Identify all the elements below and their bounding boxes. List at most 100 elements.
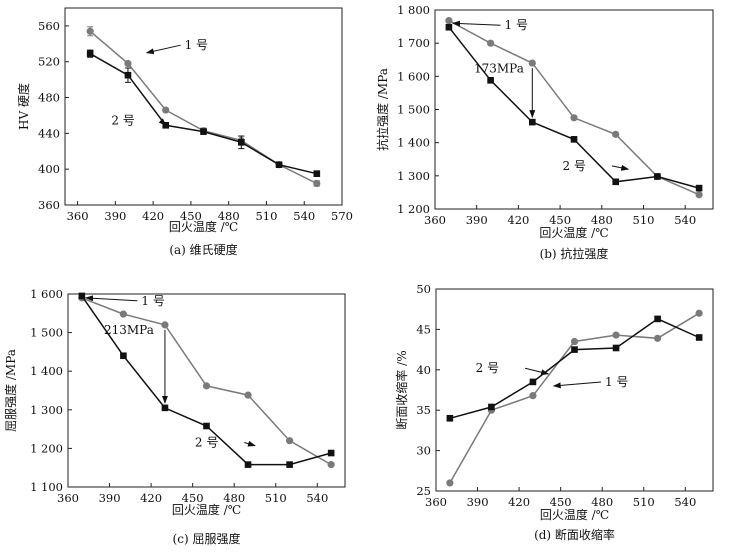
series-label: 1 号 bbox=[185, 38, 208, 52]
data-point-circle bbox=[529, 392, 537, 400]
data-point-square bbox=[570, 136, 578, 143]
data-point-square bbox=[124, 71, 132, 79]
data-point-square bbox=[612, 178, 619, 186]
x-tick-label: 510 bbox=[265, 491, 287, 505]
series-label: 2 号 bbox=[195, 435, 218, 449]
series-label: 1 号 bbox=[505, 18, 528, 32]
data-point-circle bbox=[86, 27, 94, 35]
series-arrow bbox=[452, 20, 501, 27]
x-axis-label: 回火温度 /℃ bbox=[169, 219, 238, 234]
data-point-square bbox=[695, 334, 703, 341]
x-tick-label: 390 bbox=[99, 491, 121, 505]
data-point-circle bbox=[446, 479, 454, 487]
y-tick-label: 40 bbox=[416, 363, 431, 377]
data-point-square bbox=[488, 403, 495, 411]
data-point-square bbox=[529, 118, 536, 126]
data-point-square bbox=[571, 346, 578, 353]
series-arrow bbox=[552, 381, 602, 389]
data-point-circle bbox=[327, 461, 335, 469]
x-tick-label: 570 bbox=[331, 209, 353, 223]
data-point-square bbox=[78, 292, 86, 300]
data-point-circle bbox=[654, 334, 662, 342]
data-point-square bbox=[86, 50, 94, 57]
y-tick-label: 50 bbox=[416, 282, 431, 296]
x-tick-label: 450 bbox=[182, 491, 204, 505]
x-tick-label: 540 bbox=[674, 495, 696, 509]
data-point-circle bbox=[528, 59, 536, 67]
x-axis-label: 回火温度 /℃ bbox=[540, 507, 609, 522]
series-arrow bbox=[524, 367, 550, 376]
data-point-square bbox=[161, 404, 169, 412]
difference-label: 173MPa bbox=[474, 61, 524, 75]
x-tick-label: 390 bbox=[466, 213, 488, 227]
y-axis-label: 屈服强度 /MPa bbox=[3, 349, 18, 432]
data-point-square bbox=[654, 315, 661, 323]
data-point-circle bbox=[124, 59, 132, 68]
y-tick-label: 45 bbox=[416, 322, 431, 336]
y-tick-label: 1 600 bbox=[397, 69, 430, 83]
data-point-circle bbox=[695, 191, 703, 199]
series-label: 1 号 bbox=[605, 375, 628, 389]
y-tick-label: 1 400 bbox=[397, 136, 430, 150]
y-tick-label: 560 bbox=[38, 19, 60, 33]
y-tick-label: 1 200 bbox=[30, 441, 63, 455]
y-tick-label: 1 100 bbox=[30, 480, 63, 494]
panel-a-hardness-chart: 360 390 420 450 480 510 540 570 360 400 440 480 520 5… bbox=[16, 7, 353, 257]
data-point-square bbox=[445, 23, 453, 31]
y-tick-label: 1 500 bbox=[397, 103, 430, 117]
x-tick-label: 360 bbox=[57, 491, 79, 505]
plot-frame bbox=[64, 7, 343, 206]
x-tick-label: 360 bbox=[67, 209, 89, 223]
series-arrow bbox=[611, 164, 630, 171]
data-point-square bbox=[487, 77, 494, 84]
x-axis-label: 回火温度 /℃ bbox=[172, 502, 241, 517]
x-tick-label: 390 bbox=[467, 495, 489, 509]
data-point-circle bbox=[286, 437, 294, 445]
panel-b-tensile-chart: 360 390 420 450 480 510 540 1 200 1 300 1 400 1 50… bbox=[375, 3, 714, 261]
x-tick-label: 450 bbox=[549, 213, 571, 227]
data-point-square bbox=[313, 170, 321, 177]
y-tick-label: 440 bbox=[38, 126, 60, 140]
data-point-square bbox=[446, 414, 454, 422]
data-point-circle bbox=[119, 310, 127, 318]
x-tick-label: 420 bbox=[140, 491, 162, 505]
y-tick-label: 1 200 bbox=[397, 202, 430, 216]
x-axis-label: 回火温度 /℃ bbox=[539, 225, 608, 240]
data-point-circle bbox=[244, 391, 252, 399]
data-point-circle bbox=[570, 114, 578, 122]
data-point-circle bbox=[695, 309, 703, 317]
figure-caption: (c) 屈服强度 bbox=[173, 531, 241, 546]
x-tick-label: 480 bbox=[591, 495, 613, 509]
series-arrow bbox=[244, 440, 256, 447]
data-point-square bbox=[244, 461, 252, 468]
y-tick-label: 1 700 bbox=[397, 36, 430, 50]
data-point-circle bbox=[445, 17, 453, 25]
y-tick-label: 400 bbox=[38, 162, 60, 176]
panel-d-reduction-chart: 360 390 420 450 480 510 540 25 30 35 40 45 50 回火温度 /℃… bbox=[394, 282, 714, 542]
data-point-circle bbox=[162, 106, 170, 114]
series-line-1 bbox=[89, 30, 318, 185]
data-point-square bbox=[237, 139, 245, 146]
y-tick-label: 1 500 bbox=[30, 326, 63, 340]
y-axis-label: 抗拉强度 /MPa bbox=[375, 68, 390, 151]
series-label: 2 号 bbox=[476, 361, 499, 375]
x-tick-label: 450 bbox=[550, 495, 572, 509]
y-tick-label: 520 bbox=[38, 55, 60, 69]
x-tick-label: 510 bbox=[633, 495, 655, 509]
x-tick-label: 480 bbox=[218, 209, 240, 223]
x-tick-label: 540 bbox=[674, 213, 696, 227]
x-tick-label: 360 bbox=[424, 213, 446, 227]
data-point-circle bbox=[612, 331, 620, 339]
y-tick-label: 35 bbox=[416, 403, 431, 417]
y-axis-label: 断面收缩率 /% bbox=[394, 350, 409, 429]
data-point-circle bbox=[313, 179, 321, 188]
y-tick-label: 30 bbox=[416, 444, 431, 458]
y-tick-label: 25 bbox=[416, 484, 431, 498]
series-arrow bbox=[85, 295, 138, 302]
x-tick-label: 480 bbox=[591, 213, 613, 227]
data-point-square bbox=[203, 422, 210, 430]
panel-c-yield-chart: 360 390 420 450 480 510 540 1 100 1 200 1 300 1 40… bbox=[3, 287, 346, 546]
x-tick-label: 390 bbox=[104, 209, 126, 223]
series-label: 2 号 bbox=[562, 159, 585, 173]
y-tick-label: 1 600 bbox=[30, 287, 63, 301]
